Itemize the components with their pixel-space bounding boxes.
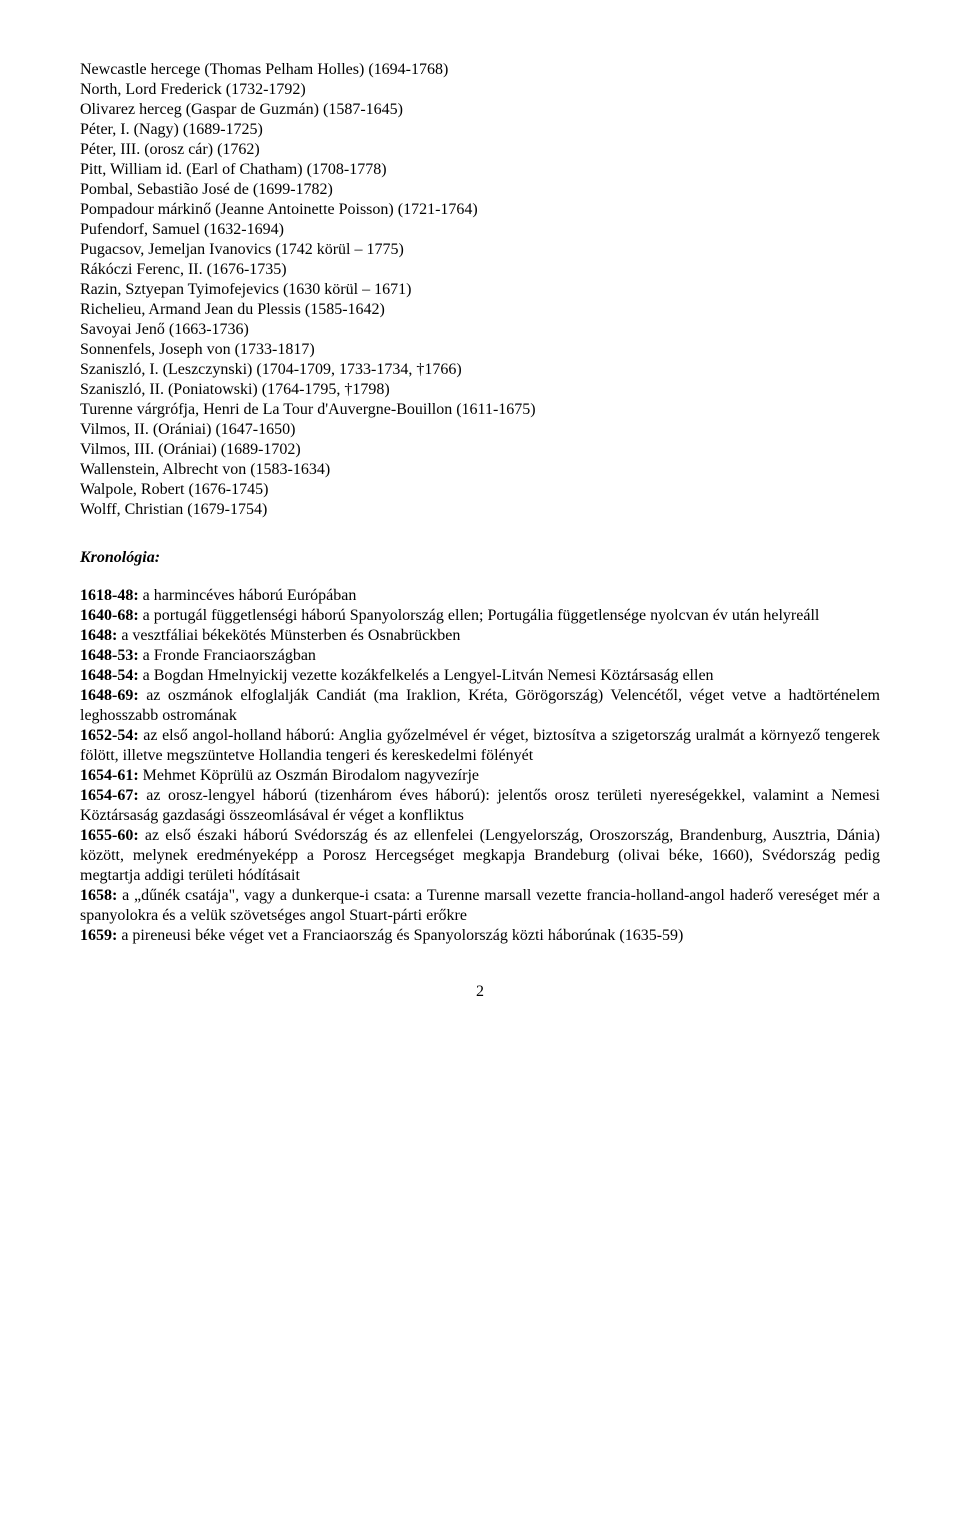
chronology-year: 1659: xyxy=(80,927,117,944)
chronology-year: 1618-48: xyxy=(80,587,139,604)
chronology-year: 1652-54: xyxy=(80,727,139,744)
chronology-text: a vesztfáliai békekötés Münsterben és Os… xyxy=(117,627,460,644)
chronology-item: 1648: a vesztfáliai békekötés Münsterben… xyxy=(80,626,880,646)
chronology-year: 1655-60: xyxy=(80,827,139,844)
chronology-year: 1658: xyxy=(80,887,117,904)
list-item: Turenne várgrófja, Henri de La Tour d'Au… xyxy=(80,400,880,420)
list-item: Olivarez herceg (Gaspar de Guzmán) (1587… xyxy=(80,100,880,120)
chronology-heading: Kronológia: xyxy=(80,548,880,568)
chronology-text: az oszmánok elfoglalják Candiát (ma Irak… xyxy=(80,687,880,724)
chronology-year: 1640-68: xyxy=(80,607,139,624)
list-item: Walpole, Robert (1676-1745) xyxy=(80,480,880,500)
name-list: Newcastle hercege (Thomas Pelham Holles)… xyxy=(80,60,880,520)
chronology-item: 1652-54: az első angol-holland háború: A… xyxy=(80,726,880,766)
list-item: Sonnenfels, Joseph von (1733-1817) xyxy=(80,340,880,360)
list-item: Rákóczi Ferenc, II. (1676-1735) xyxy=(80,260,880,280)
list-item: Newcastle hercege (Thomas Pelham Holles)… xyxy=(80,60,880,80)
chronology-text: a „dűnék csatája", vagy a dunkerque-i cs… xyxy=(80,887,880,924)
chronology-item: 1654-67: az orosz-lengyel háború (tizenh… xyxy=(80,786,880,826)
chronology-item: 1659: a pireneusi béke véget vet a Franc… xyxy=(80,926,880,946)
list-item: Pombal, Sebastião José de (1699-1782) xyxy=(80,180,880,200)
list-item: Pompadour márkinő (Jeanne Antoinette Poi… xyxy=(80,200,880,220)
list-item: Vilmos, II. (Orániai) (1647-1650) xyxy=(80,420,880,440)
chronology-list: 1618-48: a harmincéves háború Európában1… xyxy=(80,586,880,946)
list-item: Péter, I. (Nagy) (1689-1725) xyxy=(80,120,880,140)
chronology-text: az első északi háború Svédország és az e… xyxy=(80,827,880,884)
chronology-text: a Bogdan Hmelnyickij vezette kozákfelkel… xyxy=(139,667,714,684)
chronology-item: 1655-60: az első északi háború Svédorszá… xyxy=(80,826,880,886)
chronology-year: 1654-67: xyxy=(80,787,139,804)
chronology-year: 1654-61: xyxy=(80,767,139,784)
list-item: Pitt, William id. (Earl of Chatham) (170… xyxy=(80,160,880,180)
list-item: Szaniszló, I. (Leszczynski) (1704-1709, … xyxy=(80,360,880,380)
chronology-text: Mehmet Köprülü az Oszmán Birodalom nagyv… xyxy=(139,767,479,784)
list-item: Wolff, Christian (1679-1754) xyxy=(80,500,880,520)
page-number: 2 xyxy=(80,982,880,1002)
chronology-year: 1648-53: xyxy=(80,647,139,664)
chronology-item: 1648-53: a Fronde Franciaországban xyxy=(80,646,880,666)
list-item: Savoyai Jenő (1663-1736) xyxy=(80,320,880,340)
chronology-item: 1618-48: a harmincéves háború Európában xyxy=(80,586,880,606)
list-item: Pugacsov, Jemeljan Ivanovics (1742 körül… xyxy=(80,240,880,260)
chronology-text: a portugál függetlenségi háború Spanyolo… xyxy=(139,607,820,624)
chronology-item: 1648-54: a Bogdan Hmelnyickij vezette ko… xyxy=(80,666,880,686)
chronology-item: 1658: a „dűnék csatája", vagy a dunkerqu… xyxy=(80,886,880,926)
chronology-item: 1654-61: Mehmet Köprülü az Oszmán Biroda… xyxy=(80,766,880,786)
list-item: Vilmos, III. (Orániai) (1689-1702) xyxy=(80,440,880,460)
list-item: North, Lord Frederick (1732-1792) xyxy=(80,80,880,100)
chronology-text: az első angol-holland háború: Anglia győ… xyxy=(80,727,880,764)
list-item: Pufendorf, Samuel (1632-1694) xyxy=(80,220,880,240)
chronology-text: a pireneusi béke véget vet a Franciaorsz… xyxy=(117,927,683,944)
chronology-item: 1640-68: a portugál függetlenségi háború… xyxy=(80,606,880,626)
chronology-year: 1648-54: xyxy=(80,667,139,684)
chronology-year: 1648: xyxy=(80,627,117,644)
chronology-text: a harmincéves háború Európában xyxy=(139,587,357,604)
chronology-item: 1648-69: az oszmánok elfoglalják Candiát… xyxy=(80,686,880,726)
list-item: Wallenstein, Albrecht von (1583-1634) xyxy=(80,460,880,480)
list-item: Péter, III. (orosz cár) (1762) xyxy=(80,140,880,160)
list-item: Szaniszló, II. (Poniatowski) (1764-1795,… xyxy=(80,380,880,400)
chronology-year: 1648-69: xyxy=(80,687,139,704)
list-item: Razin, Sztyepan Tyimofejevics (1630 körü… xyxy=(80,280,880,300)
chronology-text: az orosz-lengyel háború (tizenhárom éves… xyxy=(80,787,880,824)
chronology-text: a Fronde Franciaországban xyxy=(139,647,316,664)
list-item: Richelieu, Armand Jean du Plessis (1585-… xyxy=(80,300,880,320)
